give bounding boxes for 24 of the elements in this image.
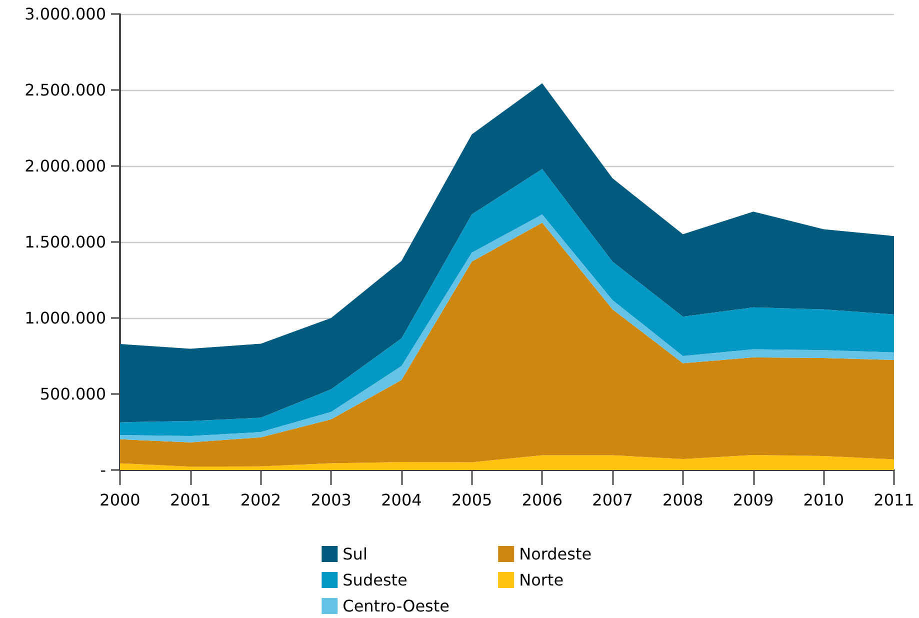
x-tick-label: 2006 — [522, 490, 563, 510]
x-tick-label: 2003 — [310, 490, 352, 510]
y-tick-label: 2.000.000 — [24, 156, 106, 176]
x-tick-label: 2001 — [170, 490, 211, 510]
legend-label: Nordeste — [519, 544, 592, 564]
legend-label: Sul — [342, 544, 368, 564]
x-tick-label: 2008 — [662, 490, 704, 510]
x-tick-label: 2011 — [874, 490, 914, 510]
legend-label: Sudeste — [342, 570, 408, 590]
x-tick-label: 2009 — [732, 490, 774, 510]
y-tick-label: 2.500.000 — [24, 80, 106, 100]
y-tick-label: 1.500.000 — [24, 232, 106, 252]
x-tick-label: 2007 — [592, 490, 633, 510]
y-tick-label: 500.000 — [40, 384, 106, 404]
y-tick-label: 1.000.000 — [24, 308, 106, 328]
x-tick-label: 2010 — [803, 490, 844, 510]
x-tick-label: 2002 — [240, 490, 282, 510]
y-tick-label: 3.000.000 — [24, 4, 106, 24]
y-tick-label: - — [100, 460, 106, 480]
legend-label: Centro-Oeste — [342, 596, 450, 616]
x-tick-label: 2005 — [451, 490, 492, 510]
legend-label: Norte — [519, 570, 564, 590]
x-tick-label: 2000 — [100, 490, 140, 510]
x-tick-label: 2004 — [381, 490, 422, 510]
